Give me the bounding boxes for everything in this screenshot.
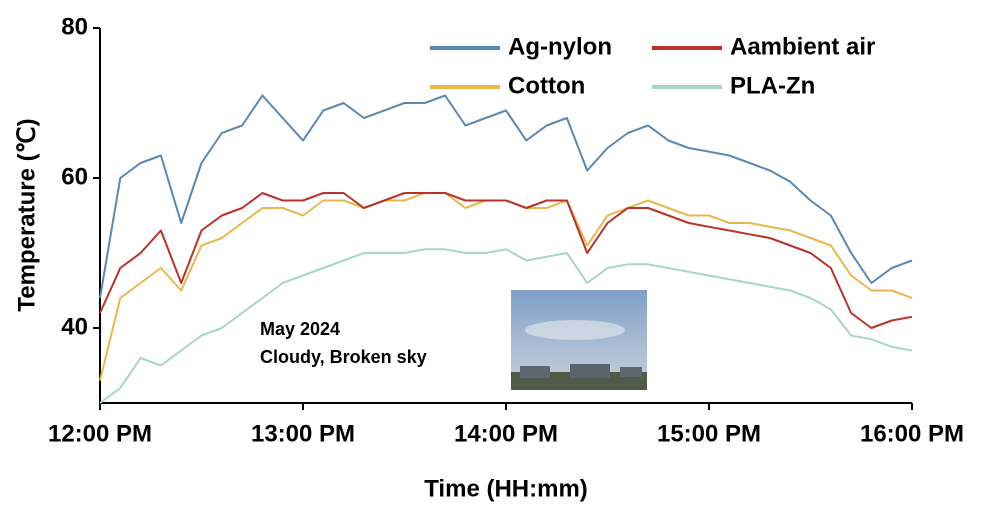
series-line [99, 192, 913, 329]
inset-photo [511, 290, 647, 390]
y-axis-label: Temperature (℃) [13, 118, 40, 311]
y-tick-label: 60 [61, 163, 88, 190]
legend-label: Aambient air [730, 33, 875, 60]
series-line [99, 192, 913, 381]
legend-label: Cotton [508, 72, 585, 99]
series-line [99, 248, 913, 404]
y-tick-label: 40 [61, 313, 88, 340]
x-tick-label: 14:00 PM [454, 420, 558, 447]
series-line [99, 94, 913, 299]
x-tick-label: 12:00 PM [48, 420, 152, 447]
y-tick-label: 80 [61, 13, 88, 40]
legend-label: PLA-Zn [730, 72, 815, 99]
x-tick-label: 13:00 PM [251, 420, 355, 447]
x-tick-label: 15:00 PM [657, 420, 761, 447]
annotation: May 2024 [260, 319, 340, 339]
x-tick-label: 16:00 PM [860, 420, 964, 447]
legend-label: Ag-nylon [508, 33, 612, 60]
annotation: Cloudy, Broken sky [260, 347, 427, 367]
x-axis-label: Time (HH:mm) [424, 475, 588, 502]
